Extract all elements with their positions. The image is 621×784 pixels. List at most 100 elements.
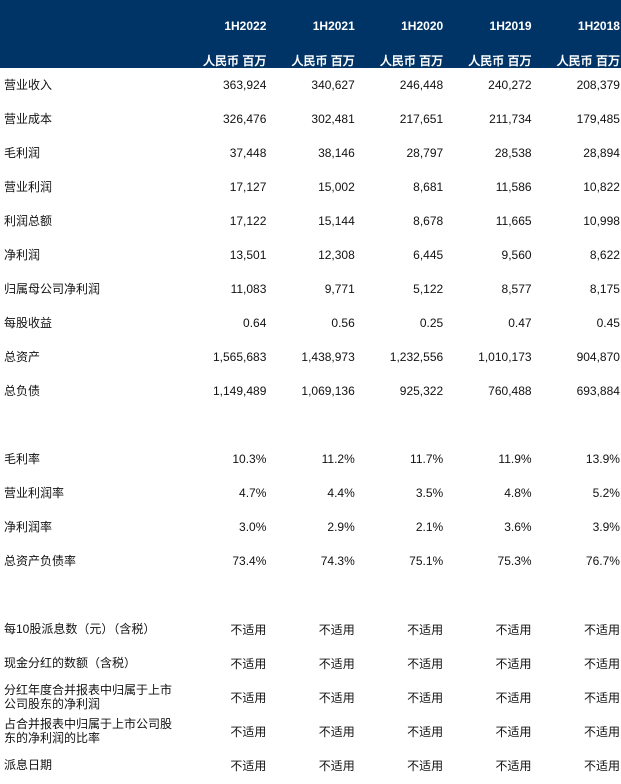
table-row: 现金分红的数额（含税） 不适用 不适用 不适用 不适用 不适用 (0, 646, 621, 680)
section-spacer (0, 408, 621, 442)
table-cell: 3.6% (504, 520, 532, 534)
row-label: 每10股派息数（元）（含税） (4, 622, 156, 636)
table-cell: 8,681 (413, 180, 444, 194)
table-row: 净利润 13,501 12,308 6,445 9,560 8,622 (0, 238, 621, 272)
table-cell: 240,272 (488, 78, 532, 92)
table-cell: 28,894 (583, 146, 620, 160)
table-cell: 不适用 (495, 758, 532, 773)
table-cell: 不适用 (495, 724, 532, 739)
table-cell: 28,538 (494, 146, 532, 160)
table-cell: 不适用 (583, 622, 620, 637)
table-cell: 1,010,173 (478, 350, 532, 364)
table-cell: 217,651 (399, 112, 444, 126)
table-cell: 75.1% (409, 554, 444, 568)
unit-header: 人民币 百万 (379, 54, 444, 68)
table-cell: 3.0% (239, 520, 267, 534)
row-label: 归属母公司净利润 (4, 282, 101, 296)
table-cell: 76.7% (585, 554, 620, 568)
table-cell: 13,501 (229, 248, 267, 262)
row-label: 营业收入 (4, 78, 53, 92)
table-row: 总资产负债率 73.4% 74.3% 75.1% 75.3% 76.7% (0, 544, 621, 578)
table-cell: 不适用 (230, 622, 267, 637)
section-spacer (0, 578, 621, 612)
table-cell: 不适用 (407, 656, 444, 671)
table-cell: 10,998 (583, 214, 620, 228)
row-label: 总资产负债率 (4, 554, 77, 568)
row-label: 总资产 (4, 350, 41, 364)
table-cell: 9,560 (501, 248, 532, 262)
header-blank (0, 52, 179, 69)
row-label: 每股收益 (4, 316, 53, 330)
table-cell: 3.5% (415, 486, 444, 500)
table-cell: 不适用 (583, 724, 620, 739)
table-row: 毛利润 37,448 38,146 28,797 28,538 28,894 (0, 136, 621, 170)
row-label: 营业利润率 (4, 486, 65, 500)
table-body: 营业收入 363,924 340,627 246,448 240,272 208,379 营… (0, 68, 621, 782)
table-cell: 2.9% (327, 520, 355, 534)
table-cell: 不适用 (495, 656, 532, 671)
table-cell: 12,308 (318, 248, 355, 262)
table-row: 营业利润 17,127 15,002 8,681 11,586 10,822 (0, 170, 621, 204)
table-cell: 9,771 (324, 282, 355, 296)
table-cell: 1,232,556 (389, 350, 444, 364)
table-row: 总资产 1,565,683 1,438,973 1,232,556 1,010,173 9… (0, 340, 621, 374)
table-cell: 74.3% (320, 554, 355, 568)
year-header: 1H2021 (312, 19, 355, 33)
table-cell: 5,122 (413, 282, 444, 296)
row-label: 营业成本 (4, 112, 53, 126)
table-row: 营业收入 363,924 340,627 246,448 240,272 208,379 (0, 68, 621, 102)
row-label: 毛利率 (4, 452, 41, 466)
table-cell: 0.45 (596, 316, 620, 330)
year-header-row: 1H2022 1H2021 1H2020 1H2019 1H2018 (0, 19, 621, 33)
row-label: 营业利润 (4, 180, 53, 194)
table-row: 每10股派息数（元）（含税） 不适用 不适用 不适用 不适用 不适用 (0, 612, 621, 646)
table-cell: 1,149,489 (213, 384, 267, 398)
table-cell: 11,586 (495, 180, 532, 194)
unit-header-row: 人民币 百万 人民币 百万 人民币 百万 人民币 百万 人民币 百万 (0, 52, 621, 69)
table-cell: 不适用 (495, 622, 532, 637)
table-row: 归属母公司净利润 11,083 9,771 5,122 8,577 8,175 (0, 272, 621, 306)
table-cell: 不适用 (318, 758, 355, 773)
table-cell: 不适用 (407, 622, 444, 637)
table-cell: 10,822 (583, 180, 620, 194)
row-label: 现金分红的数额（含税） (4, 656, 137, 670)
unit-header: 人民币 百万 (468, 54, 532, 68)
table-cell: 0.56 (331, 316, 355, 330)
table-cell: 15,002 (318, 180, 355, 194)
table-cell: 0.64 (243, 316, 267, 330)
table-cell: 13.9% (585, 452, 620, 466)
table-cell: 0.47 (508, 316, 532, 330)
table-cell: 17,127 (229, 180, 267, 194)
table-cell: 925,322 (399, 384, 444, 398)
table-cell: 3.9% (592, 520, 620, 534)
table-cell: 211,734 (489, 112, 532, 126)
table-cell: 不适用 (407, 690, 444, 705)
table-cell: 28,797 (406, 146, 444, 160)
table-cell: 340,627 (311, 78, 355, 92)
table-cell: 6,445 (413, 248, 444, 262)
row-label: 占合并报表中归属于上市公司股东的净利润的比率 (4, 717, 173, 745)
table-cell: 不适用 (318, 690, 355, 705)
row-label: 利润总额 (4, 214, 53, 228)
table-cell: 11,665 (495, 214, 532, 228)
table-cell: 760,488 (488, 384, 532, 398)
table-cell: 8,175 (589, 282, 620, 296)
table-cell: 17,122 (229, 214, 267, 228)
row-label: 派息日期 (4, 758, 53, 772)
table-cell: 15,144 (318, 214, 355, 228)
table-cell: 不适用 (318, 724, 355, 739)
table-cell: 不适用 (583, 656, 620, 671)
table-cell: 302,481 (311, 112, 355, 126)
table-cell: 不适用 (495, 690, 532, 705)
unit-header: 人民币 百万 (203, 54, 267, 68)
table-cell: 不适用 (230, 724, 267, 739)
table-cell: 不适用 (230, 690, 267, 705)
table-row: 营业利润率 4.7% 4.4% 3.5% 4.8% 5.2% (0, 476, 621, 510)
table-cell: 11,083 (230, 282, 267, 296)
table-cell: 不适用 (230, 758, 267, 773)
table-cell: 693,884 (576, 384, 620, 398)
table-cell: 326,476 (223, 112, 267, 126)
table-cell: 不适用 (407, 758, 444, 773)
table-row: 每股收益 0.64 0.56 0.25 0.47 0.45 (0, 306, 621, 340)
table-cell: 不适用 (583, 758, 620, 773)
